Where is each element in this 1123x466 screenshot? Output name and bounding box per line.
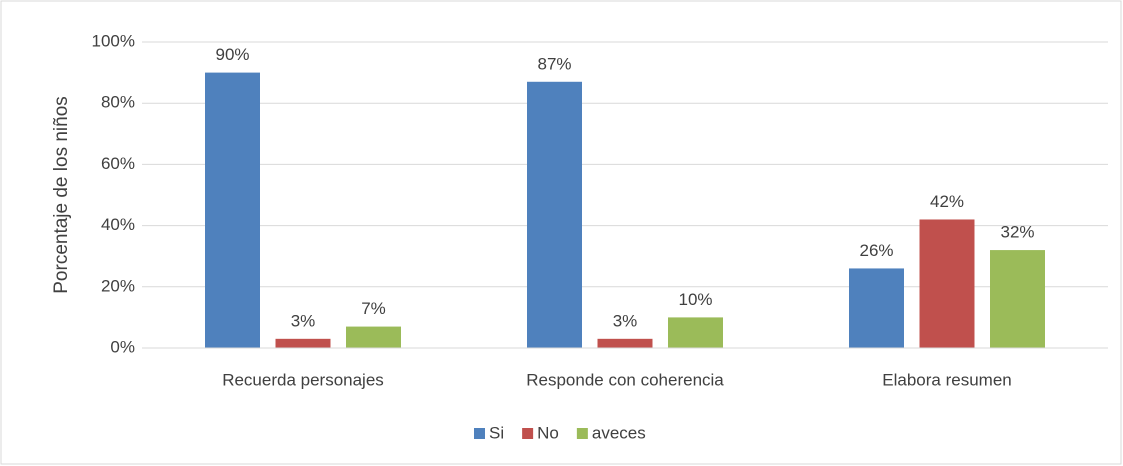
value-label: 87% [537, 54, 571, 73]
value-label: 10% [678, 290, 712, 309]
value-label: 3% [291, 311, 316, 330]
legend-swatch [576, 428, 588, 439]
bar [668, 317, 723, 348]
legend-label: No [537, 423, 559, 442]
y-tick-label: 60% [101, 154, 135, 173]
y-tick-label: 80% [101, 93, 135, 112]
legend-label: Si [489, 423, 504, 442]
value-label: 32% [1000, 223, 1034, 242]
value-label: 7% [361, 299, 386, 318]
bar [990, 250, 1045, 348]
bar [849, 268, 904, 348]
y-tick-label: 40% [101, 215, 135, 234]
bar [527, 81, 582, 348]
x-tick-label: Responde con coherencia [526, 370, 724, 389]
y-axis-label: Porcentaje de los niños [51, 96, 72, 294]
value-label: 3% [613, 311, 638, 330]
bar [919, 219, 975, 348]
bar [205, 72, 260, 348]
y-tick-label: 100% [92, 31, 135, 50]
value-label: 42% [930, 192, 964, 211]
bar [275, 338, 331, 348]
x-tick-label: Recuerda personajes [222, 370, 384, 389]
bar [346, 326, 401, 348]
legend-swatch [474, 428, 485, 439]
y-tick-label: 0% [110, 337, 135, 356]
value-label: 26% [859, 241, 893, 260]
legend-label: aveces [592, 423, 646, 442]
y-tick-label: 20% [101, 276, 135, 295]
legend-swatch [522, 428, 534, 439]
bar [597, 338, 653, 348]
x-tick-label: Elabora resumen [882, 370, 1011, 389]
value-label: 90% [215, 45, 249, 64]
